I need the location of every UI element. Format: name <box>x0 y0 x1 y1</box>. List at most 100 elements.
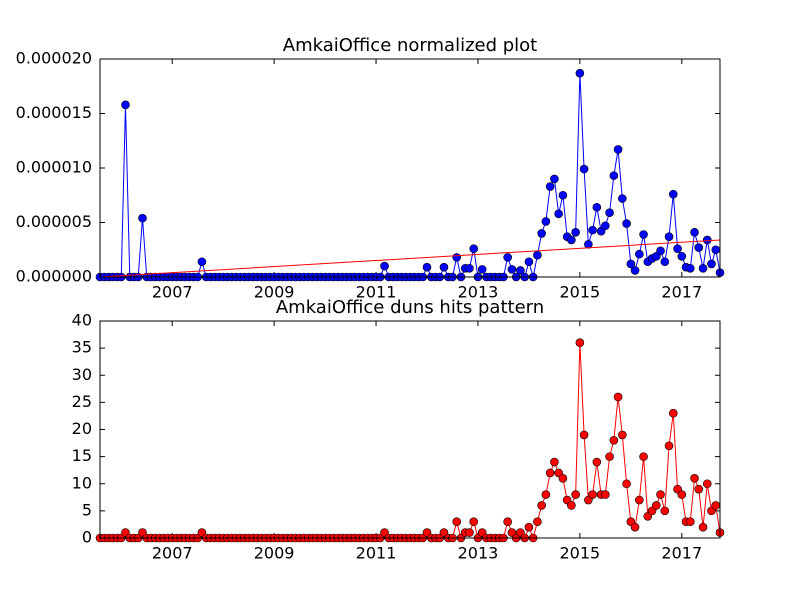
data-point <box>698 263 708 273</box>
data-point <box>605 208 614 217</box>
data-point <box>613 392 623 402</box>
data-point <box>541 217 551 226</box>
data-point <box>567 501 576 510</box>
data-point <box>626 259 636 269</box>
data-point <box>664 441 674 451</box>
data-point <box>690 228 699 237</box>
data-point <box>452 253 462 262</box>
data-point <box>503 253 512 262</box>
data-point <box>592 457 602 467</box>
data-point <box>639 452 648 461</box>
data-point <box>609 436 619 445</box>
data-point <box>588 490 597 499</box>
data-point <box>558 474 568 483</box>
data-point <box>605 452 614 461</box>
data-point <box>465 528 474 537</box>
axes: AmkaiOffice normalized plot 0.000000 0.000… <box>16 35 725 302</box>
data-point <box>541 490 551 499</box>
data-point <box>545 182 555 191</box>
data-point <box>465 263 474 273</box>
data-point <box>622 479 631 489</box>
data-point <box>537 229 546 238</box>
data-point <box>664 232 674 241</box>
data-point <box>609 171 619 180</box>
x-tick-label: 2009 <box>254 544 295 563</box>
data-point <box>121 100 130 110</box>
data-point <box>545 468 555 478</box>
data-point <box>618 430 627 440</box>
data-point <box>579 430 589 440</box>
data-point <box>630 266 640 275</box>
data-point <box>635 249 644 259</box>
data-point <box>575 68 585 78</box>
data-point <box>571 228 580 237</box>
data-point <box>571 490 580 499</box>
data-point <box>707 259 716 269</box>
x-tick-label: 2015 <box>560 544 601 563</box>
data-point <box>554 209 563 219</box>
y-tick-label: 0.000010 <box>16 158 92 177</box>
data-point <box>469 517 479 527</box>
y-tick-label: 0.000015 <box>16 103 92 122</box>
data-point <box>537 501 546 510</box>
data-point <box>630 522 640 532</box>
data-point <box>656 246 665 256</box>
data-point <box>601 490 610 499</box>
data-point <box>197 257 207 267</box>
x-tick-label: 2007 <box>152 544 193 563</box>
data-point <box>138 213 147 223</box>
data-point <box>694 243 704 252</box>
x-tick-label: 2009 <box>254 283 295 302</box>
data-point <box>673 244 682 253</box>
y-tick-label: 5 <box>82 500 92 519</box>
chart-title: AmkaiOffice duns hits pattern <box>276 297 544 318</box>
series-line <box>100 342 721 540</box>
data-point <box>533 517 542 527</box>
data-point <box>550 457 559 467</box>
data-point <box>702 235 712 245</box>
y-tick-label: 40 <box>72 311 92 330</box>
axes: AmkaiOffice duns hits pattern 0 5 10 15 20 25 3… <box>72 297 725 563</box>
data-point <box>690 474 699 483</box>
series-line <box>100 73 721 279</box>
data-point <box>618 194 627 203</box>
x-tick-label: 2013 <box>458 544 499 563</box>
y-tick-label: 25 <box>72 392 92 411</box>
data-point <box>592 202 602 212</box>
data-point <box>588 225 597 235</box>
data-point <box>639 230 648 239</box>
data-point <box>660 506 670 516</box>
y-tick-label: 35 <box>72 338 92 357</box>
trend-line <box>99 239 721 278</box>
data-point <box>558 190 568 200</box>
data-point <box>524 522 534 532</box>
data-point <box>584 240 593 249</box>
x-tick-label: 2011 <box>356 283 397 302</box>
y-tick-label: 0.000005 <box>16 212 92 231</box>
y-tick-label: 0.000000 <box>16 267 92 286</box>
data-point <box>652 501 661 510</box>
data-point <box>635 495 644 505</box>
data-point <box>516 266 525 275</box>
data-point <box>533 250 542 260</box>
x-tick-label: 2015 <box>560 283 601 302</box>
y-tick-label: 0.000020 <box>16 49 92 68</box>
data-point <box>668 408 678 418</box>
data-point <box>524 257 534 267</box>
data-point <box>711 245 721 255</box>
data-point <box>380 261 389 271</box>
plot-frame <box>99 320 721 539</box>
data-point <box>694 484 704 494</box>
data-point <box>660 257 670 267</box>
data-point <box>685 263 695 273</box>
data-point <box>567 235 576 245</box>
plot-frame <box>99 58 721 278</box>
y-tick-label: 30 <box>72 365 92 384</box>
data-point <box>503 517 512 527</box>
x-tick-label: 2017 <box>661 283 702 302</box>
data-point <box>677 490 687 499</box>
data-point <box>601 221 610 231</box>
x-tick-label: 2013 <box>458 283 499 302</box>
data-point <box>575 338 585 348</box>
